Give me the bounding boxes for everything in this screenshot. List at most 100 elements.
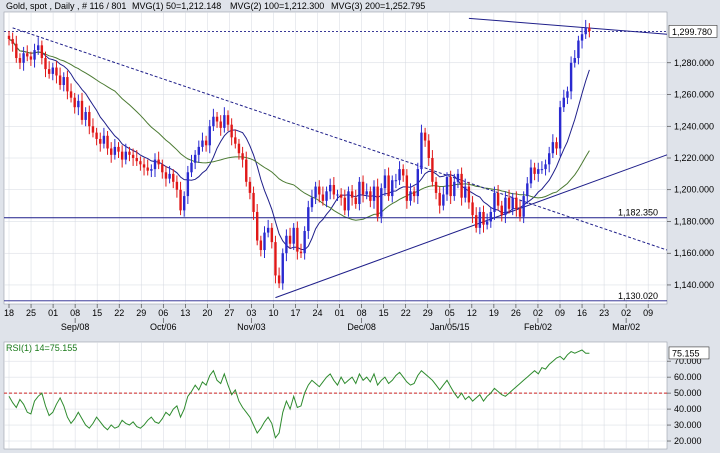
candle-body [18, 58, 22, 63]
candle-body [91, 126, 95, 133]
candle-body [467, 186, 471, 203]
date-tick-label: 26 [511, 308, 521, 318]
candle-body [339, 194, 343, 198]
candle-body [372, 186, 376, 201]
date-tick-label: 02 [533, 308, 543, 318]
candle-body [475, 215, 478, 228]
price-tick-label: 1,260.000 [674, 90, 714, 100]
candle-body [69, 91, 73, 98]
date-tick-label: 29 [136, 308, 146, 318]
candle-body [420, 132, 423, 170]
candle-body [445, 177, 449, 195]
date-tick-label: 17 [291, 308, 301, 318]
candle-body [518, 208, 522, 217]
candle-body [288, 235, 292, 244]
candle-body [157, 159, 160, 165]
date-tick-label: 12 [467, 308, 477, 318]
date-tick-label: 01 [335, 308, 345, 318]
date-tick-label: 09 [555, 308, 565, 318]
month-label: Feb/02 [524, 322, 552, 332]
date-tick-label: 23 [599, 308, 609, 318]
candle-body [40, 45, 44, 59]
candle-body [540, 169, 544, 171]
date-tick-label: 08 [357, 308, 367, 318]
candle-body [383, 175, 387, 189]
candle-body [449, 177, 452, 197]
candle-body [215, 116, 219, 122]
candle-body [402, 169, 405, 176]
candle-body [117, 146, 120, 152]
uptrend-line [275, 154, 668, 299]
candle-body [361, 181, 365, 195]
candle-body [193, 154, 197, 163]
last-price-label: 1,299.780 [672, 27, 712, 37]
candle-body [150, 169, 153, 171]
candle-body [66, 77, 69, 92]
candle-body [555, 142, 558, 149]
candle-body [219, 121, 222, 128]
candle-body [558, 107, 562, 149]
candle-body [409, 191, 412, 201]
candle-body [537, 169, 540, 174]
candle-body [318, 186, 321, 195]
price-annotations: 1,299.780 1,182.350 1,130.020 [618, 25, 718, 301]
date-axis: 18 25 01 08 15 22 29 06 13 20 27 03 10 17 24 01 08 15 22 29… [4, 304, 653, 332]
candle-body [95, 132, 98, 139]
price-axis: 1,140.000 1,160.000 1,180.000 1,200.000 1,22… [667, 58, 714, 290]
candle-body [161, 164, 164, 173]
rsi-tick-label: 60.000 [674, 372, 702, 382]
candle-body [577, 40, 580, 59]
candle-body [146, 167, 149, 171]
candle-body [7, 35, 11, 39]
candle-body [427, 140, 430, 158]
candle-body [88, 111, 91, 127]
candle-body [266, 227, 270, 233]
candle-body [55, 67, 58, 76]
ma-50-line [8, 38, 590, 251]
date-tick-label: 16 [577, 308, 587, 318]
candle-body [471, 202, 474, 216]
candle-body [33, 50, 36, 60]
candle-body [380, 188, 383, 217]
candle-body [135, 158, 138, 162]
candle-body [431, 158, 434, 182]
month-label: Sep/08 [61, 322, 90, 332]
candle-body [120, 151, 124, 160]
candle-body [252, 192, 255, 212]
candle-body [11, 38, 14, 44]
candle-body [51, 67, 54, 74]
candle-body [511, 197, 514, 209]
candle-body [507, 197, 511, 209]
price-tick-label: 1,240.000 [674, 121, 714, 131]
candle-body [369, 191, 372, 201]
candle-body [485, 221, 489, 225]
downtrend-line [12, 27, 668, 251]
candle-body [343, 197, 346, 211]
candle-body [500, 205, 503, 216]
chart-title: Gold, spot , Daily , # 116 / 801 [6, 1, 126, 11]
candle-body [584, 27, 587, 35]
date-tick-label: 02 [621, 308, 631, 318]
candle-body [142, 164, 146, 168]
month-label: Nov/03 [237, 322, 266, 332]
candle-body [394, 180, 398, 182]
candle-body [416, 169, 419, 197]
candle-body [201, 140, 204, 147]
candle-body [106, 135, 109, 149]
date-tick-label: 01 [48, 308, 58, 318]
date-tick-label: 08 [70, 308, 80, 318]
candle-body [496, 192, 500, 206]
date-tick-label: 13 [180, 308, 190, 318]
level-price-label: 1,182.350 [618, 208, 658, 218]
date-tick-label: 19 [489, 308, 499, 318]
candle-body [405, 175, 409, 201]
candle-body [197, 146, 200, 155]
candle-body [336, 194, 339, 196]
candle-body [274, 242, 277, 276]
price-tick-label: 1,160.000 [674, 248, 714, 258]
moving-averages [8, 38, 590, 251]
rsi-line [8, 349, 590, 439]
candle-body [15, 43, 18, 59]
candle-body [29, 56, 33, 60]
candle-body [124, 151, 127, 160]
